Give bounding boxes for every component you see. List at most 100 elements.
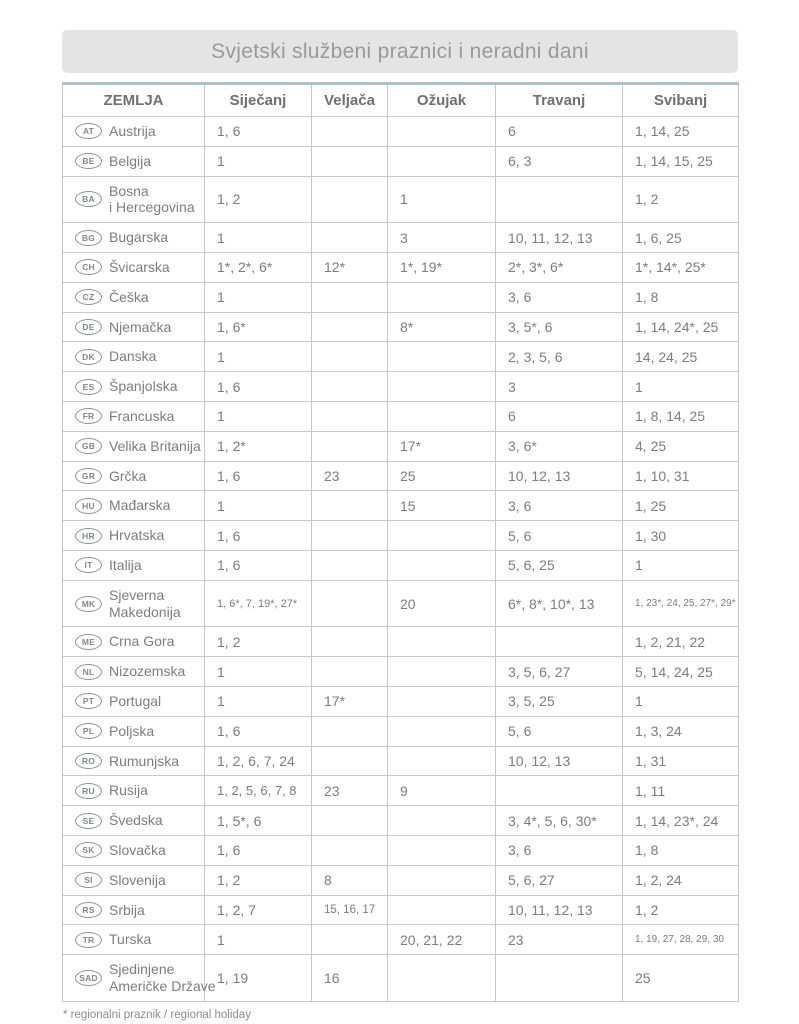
country-name: Austrija	[109, 123, 156, 139]
country-code-badge: CH	[75, 259, 102, 276]
month-cell-svibanj: 1, 25	[622, 490, 739, 522]
country-name: Rusija	[109, 782, 148, 799]
country-code-badge: BE	[75, 153, 102, 170]
month-cell-sijecanj: 1, 2, 5, 6, 7, 8	[204, 775, 312, 807]
month-cell-veljaca	[311, 805, 388, 836]
col-header-sijecanj: Siječanj	[204, 83, 312, 117]
month-cell-travanj	[495, 175, 623, 224]
month-cell-veljaca: 17*	[311, 685, 388, 717]
country-code-badge: ME	[75, 633, 102, 650]
month-cell-svibanj: 1, 14, 25	[622, 116, 739, 147]
country-code-badge: TR	[75, 931, 102, 948]
month-cell-travanj: 2, 3, 5, 6	[495, 341, 623, 373]
country-name: Češka	[109, 288, 149, 305]
country-name: Švicarska	[109, 258, 170, 275]
month-cell-travanj: 3, 6	[495, 490, 623, 522]
month-cell-travanj: 3, 5*, 6	[495, 311, 623, 343]
month-cell-sijecanj: 1, 6*, 7, 19*, 27*	[204, 579, 312, 628]
month-cell-travanj: 3, 6	[495, 834, 623, 866]
country-cell: PL Poljska	[62, 715, 205, 747]
month-cell-travanj: 10, 12, 13	[495, 460, 623, 492]
country-cell: GB Velika Britanija	[62, 430, 205, 462]
country-cell: BA Bosna i Hercegovina	[62, 175, 205, 224]
country-code-badge: SE	[75, 812, 102, 829]
month-cell-veljaca	[311, 579, 388, 628]
country-code-badge: PL	[75, 723, 102, 740]
month-cell-svibanj: 1, 2, 24	[622, 864, 739, 896]
country-name: Slovačka	[109, 841, 166, 858]
month-cell-sijecanj: 1, 6	[204, 549, 312, 581]
month-cell-ozujak	[387, 805, 496, 836]
country-name: Švedska	[109, 812, 163, 829]
month-cell-veljaca	[311, 371, 388, 402]
country-name: Crna Gora	[109, 633, 175, 650]
month-cell-travanj: 2*, 3*, 6*	[495, 251, 623, 283]
country-cell: CH Švicarska	[62, 251, 205, 283]
month-cell-sijecanj: 1	[204, 145, 312, 177]
month-cell-veljaca: 12*	[311, 251, 388, 283]
month-cell-svibanj: 1, 14, 24*, 25	[622, 311, 739, 343]
month-cell-travanj: 3, 4*, 5, 6, 30*	[495, 805, 623, 836]
month-cell-veljaca	[311, 430, 388, 462]
country-name: Bosna i Hercegovina	[109, 182, 195, 216]
country-code-badge: BG	[75, 229, 102, 246]
month-cell-travanj	[495, 626, 623, 658]
table-row: DE Njemačka 1, 6* 8* 3, 5*, 6 1, 14, 24*…	[62, 311, 739, 343]
country-cell: HR Hrvatska	[62, 520, 205, 551]
country-cell: TR Turska	[62, 924, 205, 956]
country-name: Grčka	[109, 467, 147, 484]
country-cell: CZ Češka	[62, 281, 205, 313]
month-cell-veljaca	[311, 145, 388, 177]
country-cell: AT Austrija	[62, 116, 205, 147]
country-name: Hrvatska	[109, 527, 165, 544]
month-cell-sijecanj: 1	[204, 281, 312, 313]
month-cell-veljaca: 15, 16, 17	[311, 894, 388, 926]
month-cell-travanj: 5, 6	[495, 715, 623, 747]
table-row: CZ Češka 1 3, 6 1, 8	[62, 281, 739, 313]
month-cell-sijecanj: 1	[204, 222, 312, 253]
page-title: Svjetski službeni praznici i neradni dan…	[62, 30, 738, 73]
month-cell-ozujak: 1*, 19*	[387, 251, 496, 283]
month-cell-svibanj: 1, 8	[622, 281, 739, 313]
country-cell: ME Crna Gora	[62, 626, 205, 658]
month-cell-sijecanj: 1	[204, 924, 312, 956]
month-cell-ozujak	[387, 834, 496, 866]
table-row: SI Slovenija 1, 2 8 5, 6, 27 1, 2, 24	[62, 864, 739, 896]
country-cell: FR Francuska	[62, 400, 205, 432]
col-header-zemlja: ZEMLJA	[62, 83, 205, 117]
month-cell-svibanj: 1, 31	[622, 745, 739, 777]
month-cell-travanj: 3, 6*	[495, 430, 623, 462]
country-cell: HU Mađarska	[62, 490, 205, 522]
month-cell-sijecanj: 1, 6	[204, 834, 312, 866]
country-code-badge: DK	[75, 348, 102, 365]
month-cell-veljaca	[311, 175, 388, 224]
month-cell-ozujak: 20	[387, 579, 496, 628]
month-cell-veljaca: 23	[311, 460, 388, 492]
month-cell-ozujak	[387, 685, 496, 717]
country-code-badge: GR	[75, 467, 102, 484]
country-name: Portugal	[109, 692, 162, 709]
month-cell-ozujak	[387, 341, 496, 373]
col-header-travanj: Travanj	[495, 83, 623, 117]
month-cell-travanj	[495, 954, 623, 1002]
country-code-badge: SI	[75, 872, 102, 889]
table-row: BE Belgija 1 6, 3 1, 14, 15, 25	[62, 145, 739, 177]
month-cell-svibanj: 1, 3, 24	[622, 715, 739, 747]
table-row: NL Nizozemska 1 3, 5, 6, 27 5, 14, 24, 2…	[62, 656, 739, 687]
country-code-badge: HU	[75, 497, 102, 514]
month-cell-svibanj: 5, 14, 24, 25	[622, 656, 739, 687]
table-row: FR Francuska 1 6 1, 8, 14, 25	[62, 400, 739, 432]
country-code-badge: ES	[75, 378, 102, 395]
month-cell-ozujak	[387, 520, 496, 551]
month-cell-svibanj: 25	[622, 954, 739, 1002]
country-name: Francuska	[109, 407, 175, 424]
month-cell-sijecanj: 1, 2	[204, 864, 312, 896]
table-row: GB Velika Britanija 1, 2* 17* 3, 6* 4, 2…	[62, 430, 739, 462]
country-name: Italija	[109, 556, 142, 573]
country-cell: BG Bugarska	[62, 222, 205, 253]
month-cell-ozujak	[387, 371, 496, 402]
country-name: Njemačka	[109, 318, 172, 335]
month-cell-svibanj: 1, 19, 27, 28, 29, 30	[622, 924, 739, 956]
footnote: * regionalni praznik / regional holiday	[63, 1008, 251, 1021]
month-cell-sijecanj: 1, 2	[204, 626, 312, 658]
